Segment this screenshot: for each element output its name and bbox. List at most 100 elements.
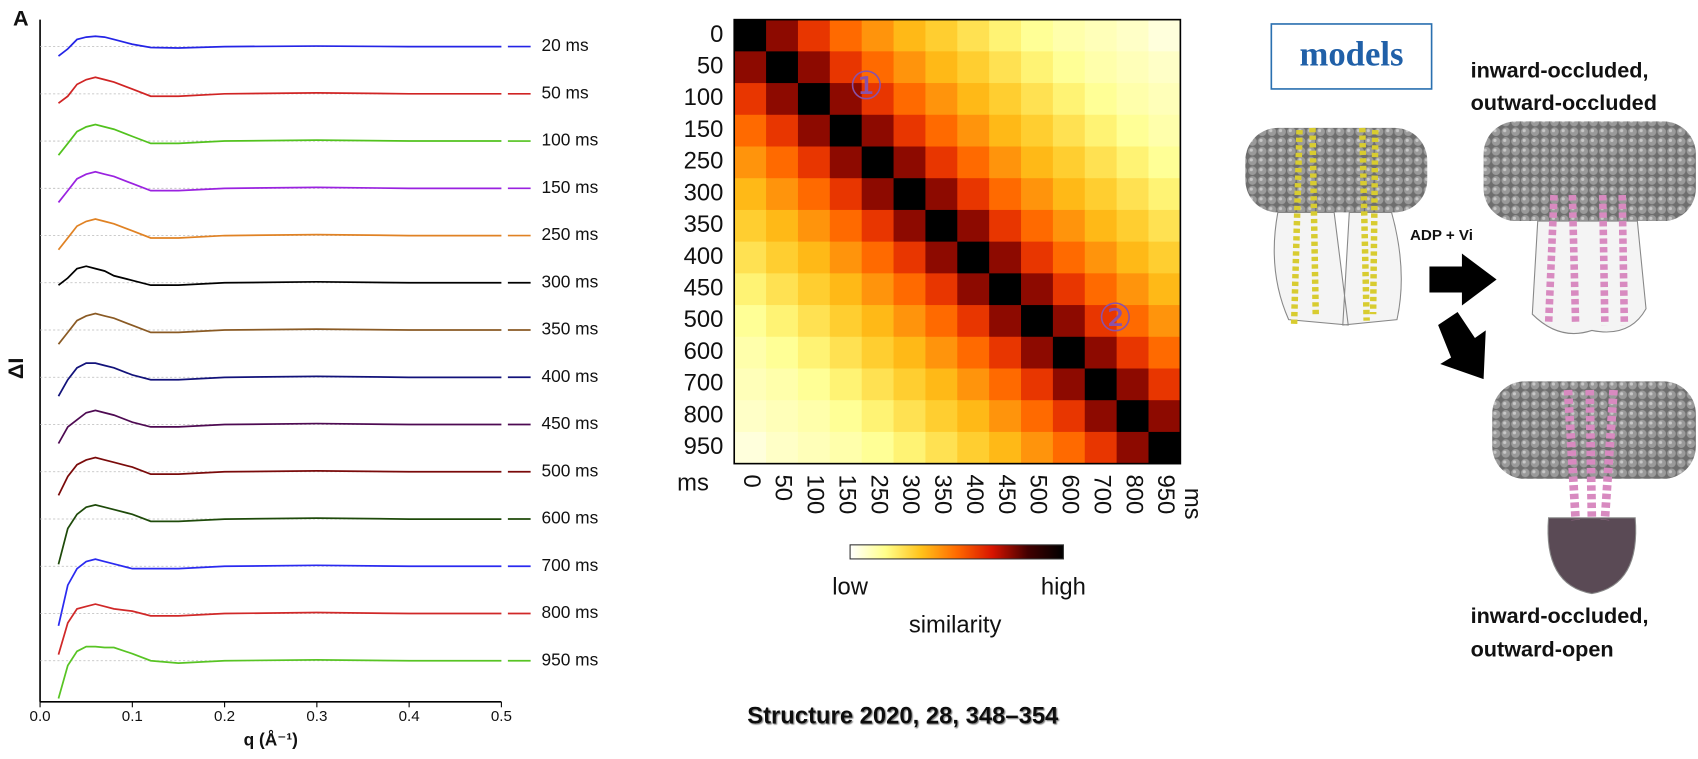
heatmap-cell: [1116, 400, 1150, 433]
heatmap-cell: [1148, 178, 1181, 211]
heatmap-cell: [1021, 83, 1054, 116]
heatmap-cell: [734, 19, 767, 52]
heatmap-cell: [1116, 178, 1150, 211]
heatmap-cell: [734, 178, 767, 211]
heatmap-cell: [1021, 273, 1054, 306]
heatmap-cell: [766, 431, 799, 465]
series-label: 50 ms: [541, 82, 588, 102]
heatmap-cell: [766, 209, 799, 243]
citation: Structure 2020, 28, 348–354: [747, 702, 1059, 729]
heatmap-cell: [734, 51, 767, 84]
heatmap-cell: [766, 241, 799, 274]
heatmap-cell: [1116, 83, 1150, 116]
heatmap-cell: [957, 209, 990, 243]
heatmap-cell: [893, 114, 926, 148]
heatmap-cell: [861, 19, 895, 52]
heatmap-cell: [1052, 368, 1086, 401]
heatmap-cell: [1116, 209, 1150, 243]
colorbar-label: similarity: [909, 611, 1002, 638]
heatmap-cell: [925, 114, 958, 148]
heatmap-cell: [766, 368, 799, 401]
heatmap-cell: [1021, 241, 1054, 274]
heatmap-cell: [797, 178, 831, 211]
heatmap-cell: [1052, 178, 1086, 211]
heatmap-cell: [829, 400, 863, 433]
curve: [57, 603, 502, 655]
heatmap-cell: [861, 368, 895, 401]
heatmap-cell: [1021, 178, 1054, 211]
protein-model: [1492, 381, 1696, 595]
x-tick-label: 600: [1057, 474, 1084, 514]
heatmap-cell: [829, 19, 863, 52]
y-tick-label: 300: [684, 179, 724, 206]
heatmap-cell: [957, 400, 990, 433]
heatmap-cell: [861, 51, 895, 84]
heatmap-cell: [1148, 146, 1181, 179]
curve: [57, 645, 502, 699]
heatmap-cell: [1021, 368, 1054, 401]
heatmap-cell: [925, 305, 958, 338]
x-tick-label: 250: [865, 474, 892, 514]
heatmap-cell: [734, 241, 767, 274]
x-tick-label: 500: [1025, 474, 1052, 514]
series-label: 450 ms: [541, 413, 598, 433]
heatmap-cell: [829, 209, 863, 243]
curve: [57, 218, 502, 251]
y-tick-label: 150: [684, 116, 724, 143]
heatmap-cell: [766, 51, 799, 84]
annotation: ②: [1098, 297, 1133, 340]
heatmap-cell: [925, 336, 958, 370]
heatmap-cell: [893, 336, 926, 370]
heatmap-cell: [1116, 431, 1150, 465]
curve: [57, 76, 502, 104]
heatmap-cell: [766, 336, 799, 370]
x-tick-label: 0: [738, 474, 765, 487]
heatmap-cell: [829, 146, 863, 179]
heatmap-cell: [893, 273, 926, 306]
heatmap-cell: [1084, 273, 1118, 306]
heatmap-cell: [893, 83, 926, 116]
heatmap-cell: [893, 51, 926, 84]
state-label: inward-occluded,: [1471, 57, 1649, 82]
x-tick-label: 950: [1152, 474, 1179, 514]
heatmap-cell: [1084, 209, 1118, 243]
curve: [57, 362, 502, 397]
heatmap-cell: [1148, 51, 1181, 84]
heatmap-cell: [766, 273, 799, 306]
heatmap-cell: [829, 178, 863, 211]
heatmap-cell: [989, 273, 1022, 306]
heatmap-cell: [989, 368, 1022, 401]
heatmap-cell: [734, 83, 767, 116]
curve: [57, 558, 502, 627]
curve: [57, 35, 502, 57]
heatmap-cell: [1116, 368, 1150, 401]
heatmap-cell: [1052, 336, 1086, 370]
heatmap-cell: [861, 400, 895, 433]
heatmap-cell: [989, 114, 1022, 148]
heatmap-cell: [1116, 114, 1150, 148]
heatmap-cell: [1148, 114, 1181, 148]
heatmap-cell: [1084, 83, 1118, 116]
heatmap-cell: [766, 400, 799, 433]
heatmap-cell: [797, 336, 831, 370]
heatmap-cell: [1052, 273, 1086, 306]
x-tick-label: 0.2: [214, 708, 235, 725]
heatmap-cell: [861, 431, 895, 465]
heatmap-cell: [766, 178, 799, 211]
x-tick-label: 50: [770, 474, 797, 501]
heatmap-cell: [734, 336, 767, 370]
heatmap-cell: [957, 19, 990, 52]
x-tick-label: 300: [897, 474, 924, 514]
heatmap-cell: [989, 178, 1022, 211]
heatmap-cell: [734, 305, 767, 338]
heatmap-cell: [925, 146, 958, 179]
protein-model: [1245, 127, 1428, 326]
heatmap-frame: [733, 18, 1182, 465]
heatmap-cell: [1084, 305, 1118, 338]
heatmap-cell: [957, 431, 990, 465]
heatmap-cell: [829, 273, 863, 306]
series-label: 100 ms: [541, 130, 598, 150]
curve: [57, 456, 502, 496]
